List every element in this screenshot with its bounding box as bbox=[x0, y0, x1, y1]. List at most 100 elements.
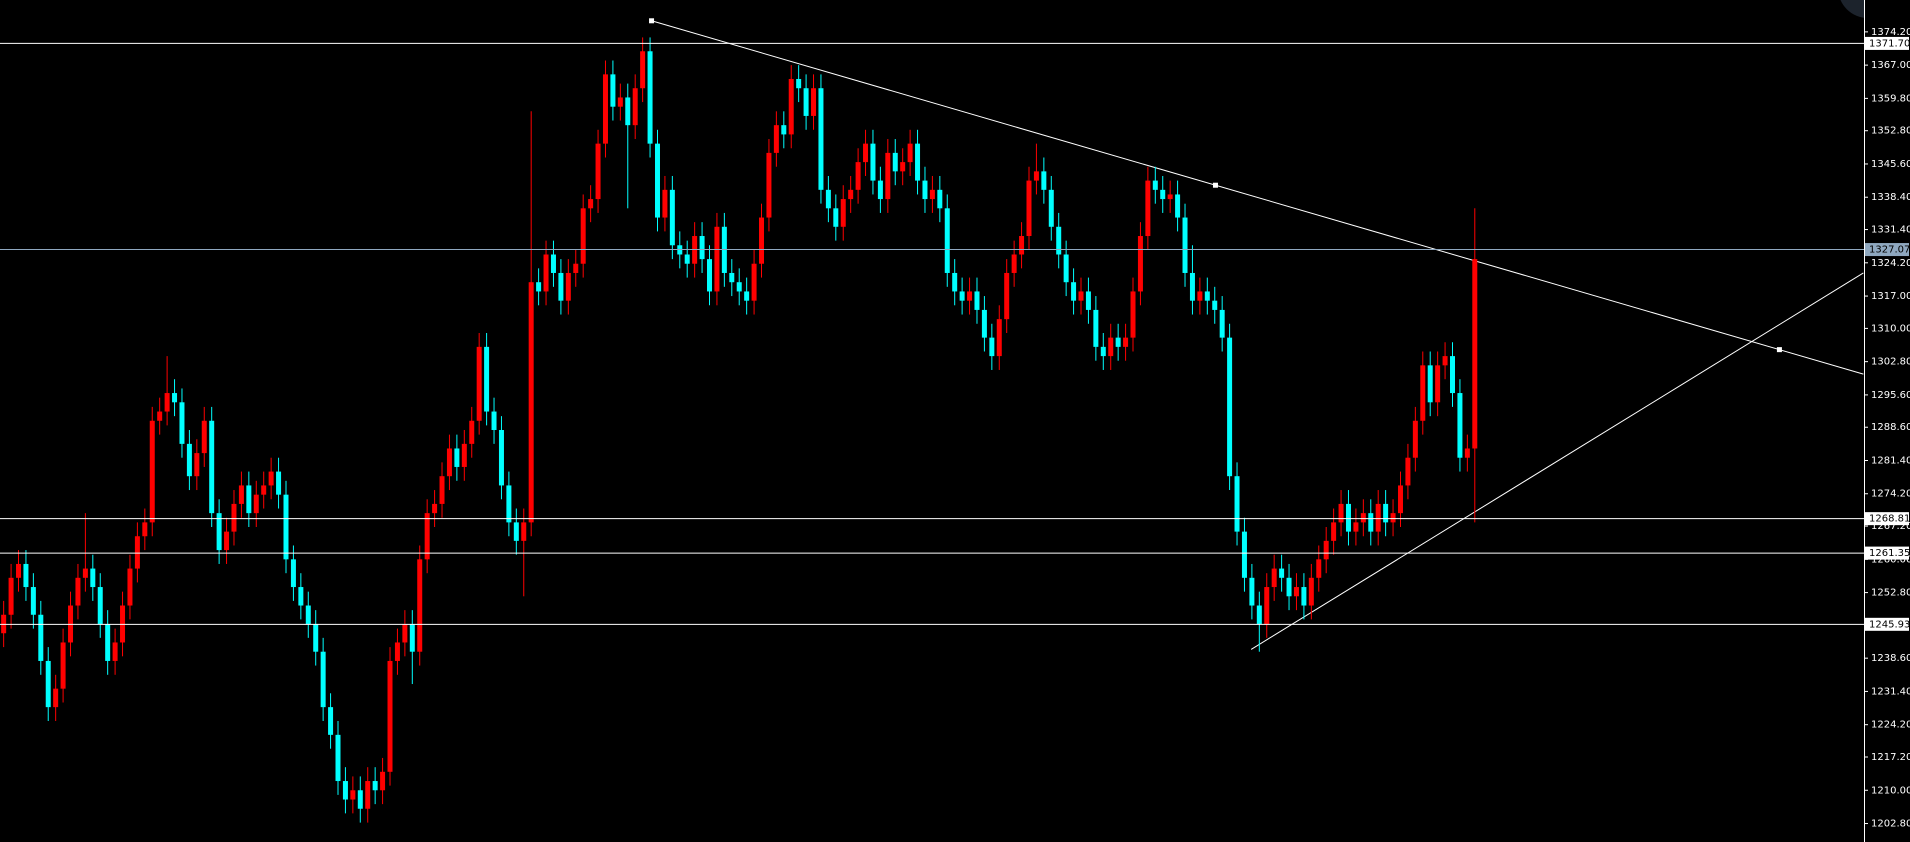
candle-body bbox=[112, 642, 118, 661]
level-label-box bbox=[1865, 546, 1909, 560]
candle-body bbox=[1271, 568, 1277, 588]
candle-body bbox=[1338, 503, 1344, 523]
candle-body bbox=[320, 651, 326, 708]
y-tick-label: 1202.80 bbox=[1871, 819, 1910, 830]
candle-body bbox=[283, 494, 289, 560]
candle-body bbox=[432, 503, 438, 514]
candle-body bbox=[922, 180, 928, 200]
candle-body bbox=[877, 180, 883, 200]
candle-body bbox=[1256, 605, 1262, 624]
candle-body bbox=[1472, 259, 1478, 449]
candle-body bbox=[1279, 568, 1285, 578]
candle-body bbox=[1420, 365, 1426, 421]
candle-body bbox=[1427, 365, 1433, 403]
candle-body bbox=[179, 402, 185, 444]
y-tick-label: 1310.00 bbox=[1871, 323, 1910, 334]
candle-body bbox=[305, 605, 311, 624]
candle-body bbox=[209, 420, 215, 514]
candle-body bbox=[915, 143, 921, 181]
level-label: 1261.35 bbox=[1869, 548, 1910, 559]
candle-body bbox=[550, 254, 556, 273]
candle-body bbox=[602, 74, 608, 144]
level-label-box bbox=[1865, 36, 1909, 50]
y-tick-label: 1331.40 bbox=[1871, 225, 1910, 236]
y-tick-label: 1317.00 bbox=[1871, 291, 1910, 302]
candle-body bbox=[580, 208, 586, 264]
candle-body bbox=[885, 152, 891, 200]
candle-body bbox=[595, 143, 601, 200]
candle-body bbox=[818, 88, 824, 190]
y-tick-label: 1224.20 bbox=[1871, 720, 1910, 731]
candle-body bbox=[1204, 291, 1210, 301]
candle-body bbox=[261, 485, 267, 495]
candle-body bbox=[90, 568, 96, 588]
candle-body bbox=[402, 623, 408, 643]
candle-body bbox=[647, 51, 653, 144]
candle-body bbox=[803, 88, 809, 116]
candle-body bbox=[855, 162, 861, 190]
candle-body bbox=[313, 623, 319, 652]
candle-body bbox=[640, 51, 646, 89]
candle-body bbox=[476, 346, 482, 421]
candle-body bbox=[1100, 346, 1106, 357]
candle-body bbox=[1316, 559, 1322, 578]
candle-body bbox=[662, 189, 668, 218]
trendline-anchor bbox=[1776, 347, 1782, 353]
candle-body bbox=[1212, 300, 1218, 310]
candle-body bbox=[1286, 577, 1292, 597]
candle-body bbox=[1397, 485, 1403, 514]
candle-body bbox=[491, 411, 497, 431]
candle-body bbox=[276, 471, 282, 495]
candle-body bbox=[1450, 356, 1455, 394]
level-label: 1371.70 bbox=[1869, 38, 1910, 49]
candle-body bbox=[1056, 226, 1062, 255]
y-tick-label: 1281.40 bbox=[1871, 455, 1910, 466]
y-tick-label: 1274.20 bbox=[1871, 489, 1910, 500]
candle-body bbox=[1219, 309, 1225, 338]
candle-body bbox=[342, 781, 348, 800]
candle-body bbox=[53, 688, 59, 708]
candle-body bbox=[105, 623, 111, 661]
candle-body bbox=[290, 559, 296, 588]
candle-body bbox=[1234, 476, 1240, 532]
axis-panel bbox=[1864, 0, 1910, 842]
candle-body bbox=[751, 263, 757, 301]
candle-body bbox=[900, 162, 906, 172]
candle-body bbox=[573, 263, 579, 273]
candle-body bbox=[1464, 448, 1470, 458]
y-tick-label: 1210.00 bbox=[1871, 785, 1910, 796]
candle-body bbox=[134, 536, 140, 569]
candle-body bbox=[929, 189, 935, 200]
candle-body bbox=[981, 309, 987, 338]
level-label-box bbox=[1865, 243, 1909, 257]
candle-body bbox=[357, 790, 363, 809]
candle-body bbox=[1078, 291, 1084, 301]
candle-body bbox=[937, 189, 943, 209]
candle-body bbox=[1130, 291, 1136, 338]
candle-body bbox=[967, 291, 973, 301]
candle-body bbox=[625, 97, 631, 126]
candle-body bbox=[669, 189, 675, 246]
candle-body bbox=[446, 448, 452, 477]
candle-body bbox=[454, 448, 460, 467]
candle-body bbox=[1412, 420, 1418, 458]
candle-body bbox=[521, 522, 527, 541]
candle-body bbox=[8, 577, 14, 615]
candle-body bbox=[194, 453, 200, 477]
candle-body bbox=[536, 282, 542, 292]
candle-body bbox=[759, 217, 765, 264]
candle-body bbox=[1368, 513, 1374, 532]
candle-body bbox=[97, 587, 103, 624]
candle-body bbox=[528, 282, 534, 523]
candle-body bbox=[766, 152, 772, 218]
candle-body bbox=[149, 420, 155, 523]
candle-body bbox=[16, 563, 22, 578]
candle-body bbox=[1004, 272, 1010, 320]
candle-body bbox=[684, 254, 690, 264]
y-tick-label: 1260.00 bbox=[1871, 554, 1910, 565]
candle-body bbox=[796, 78, 802, 89]
y-tick-label: 1324.20 bbox=[1871, 258, 1910, 269]
candle-body bbox=[1011, 254, 1017, 273]
candle-body bbox=[498, 430, 504, 486]
